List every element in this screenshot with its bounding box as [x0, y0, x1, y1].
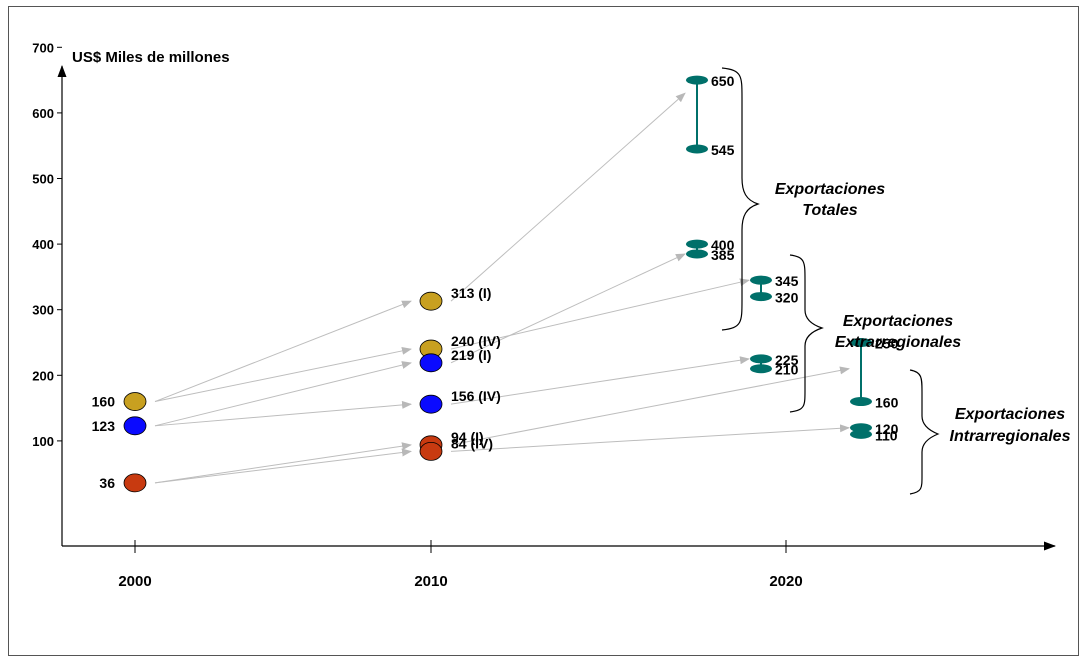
- projection-arrow-7: [450, 278, 750, 350]
- range-high-3: [750, 354, 772, 364]
- projection-arrow-5: [154, 448, 412, 484]
- range-high-label-5: 120: [875, 421, 899, 437]
- range-high-label-0: 650: [711, 73, 735, 89]
- x-tick-label-2: 2020: [769, 573, 802, 590]
- group-label-extra-1: Exportaciones: [843, 313, 953, 330]
- point-label-5: 219 (I): [451, 347, 491, 363]
- projection-arrow-0: [154, 300, 412, 403]
- point-0: [123, 392, 147, 411]
- x-tick-label-1: 2010: [414, 573, 447, 590]
- range-low-3: [750, 364, 772, 374]
- range-low-label-5: 110: [875, 427, 898, 443]
- y-ticks: 100 200 300 400 500 600 700: [32, 40, 62, 449]
- group-label-totales-2: Totales: [802, 202, 858, 219]
- projection-arrow-3: [154, 400, 412, 427]
- range-low-label-2: 385: [711, 247, 735, 263]
- projection-arrow-9: [450, 356, 750, 405]
- brace-extrarregionales: [789, 254, 824, 413]
- range-high-2: [686, 239, 708, 249]
- range-high-0: [686, 75, 708, 85]
- brace-intrarregionales: [909, 369, 940, 495]
- range-high-4: [850, 338, 872, 347]
- projection-arrow-4: [154, 442, 412, 484]
- range-high-label-3: 225: [775, 352, 799, 368]
- chart-frame: [8, 6, 1079, 656]
- range-low-label-0: 545: [711, 142, 735, 158]
- projection-arrows: [154, 92, 850, 484]
- point-label-1: 123: [92, 418, 116, 434]
- y-tick-label-2: 300: [32, 303, 54, 318]
- point-2: [123, 473, 147, 493]
- point-label-8: 84 (IV): [451, 435, 493, 451]
- range-high-5: [850, 423, 872, 433]
- point-label-7: 94 (I): [451, 429, 484, 445]
- range-high-label-1: 345: [775, 273, 799, 289]
- y-tick-label-4: 500: [32, 172, 54, 187]
- point-label-3: 313 (I): [451, 285, 491, 301]
- range-low-label-1: 320: [775, 290, 799, 306]
- x-tick-label-0: 2000: [118, 573, 151, 590]
- y-tick-label-5: 600: [32, 106, 54, 121]
- group-label-extra-2: Extrarregionales: [835, 334, 961, 351]
- point-8: [419, 441, 443, 461]
- projection-arrow-8: [450, 253, 686, 364]
- group-label-intra-2: Intrarregionales: [950, 428, 1071, 445]
- y-tick-label-1: 200: [32, 368, 54, 383]
- y-tick-label-0: 100: [32, 434, 54, 449]
- point-1: [123, 416, 147, 436]
- point-label-4: 240 (IV): [451, 333, 501, 349]
- y-tick-label-6: 700: [32, 40, 54, 55]
- range-high-label-4: 250: [875, 336, 899, 352]
- point-label-0: 160: [92, 394, 116, 410]
- point-label-2: 36: [99, 475, 115, 491]
- range-low-5: [850, 429, 872, 439]
- point-label-6: 156 (IV): [451, 388, 501, 404]
- projection-arrow-1: [154, 346, 412, 403]
- range-low-1: [750, 292, 772, 302]
- y-axis-title: US$ Miles de millones: [72, 49, 230, 66]
- range-high-label-2: 400: [711, 237, 735, 253]
- range-low-2: [686, 249, 708, 259]
- range-low-0: [686, 144, 708, 154]
- point-5: [419, 353, 443, 373]
- point-6: [419, 394, 443, 414]
- range-low-label-4: 160: [875, 395, 899, 411]
- group-label-intra-1: Exportaciones: [955, 406, 1065, 423]
- projection-arrow-6: [450, 92, 686, 302]
- data-points: 160 123 36 313 (I) 240 (IV)219 (I) 156 (IV) 94…: [92, 285, 501, 493]
- x-ticks: 2000 2010 2020: [118, 540, 803, 590]
- point-3: [419, 291, 443, 311]
- range-low-label-3: 210: [775, 362, 799, 378]
- y-tick-label-3: 400: [32, 237, 54, 252]
- brace-totales: [721, 67, 760, 331]
- group-label-totales-1: Exportaciones: [775, 181, 885, 198]
- projection-arrow-11: [450, 424, 850, 452]
- range-high-1: [750, 275, 772, 285]
- range-low-4: [850, 397, 872, 407]
- projection-arrow-10: [450, 366, 850, 446]
- projection-arrow-2: [154, 361, 412, 427]
